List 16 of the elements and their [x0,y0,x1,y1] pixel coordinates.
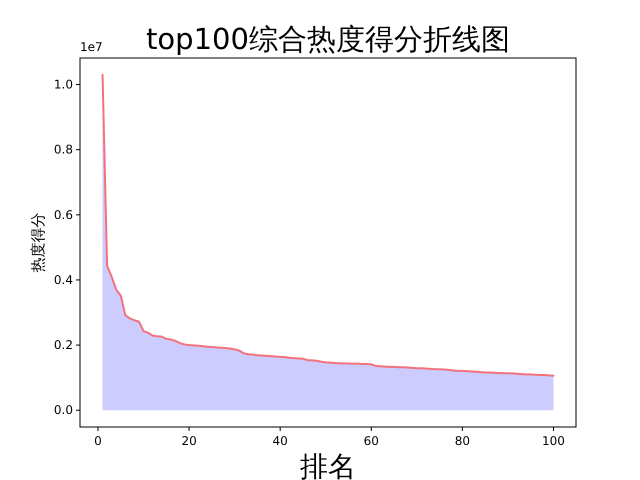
y-tick-label: 0.6 [54,208,73,222]
y-tick-label: 1.0 [54,78,73,92]
x-tick-label: 20 [181,434,197,448]
x-tick-label: 0 [94,434,102,448]
y-tick-label: 0.8 [54,142,73,157]
x-axis-title: 排名 [300,450,356,480]
y-tick-label: 0.0 [54,403,73,418]
x-tick-label: 80 [454,434,470,448]
x-tick-label: 40 [272,434,288,448]
y-axis-title: 热度得分 [29,212,47,272]
y-tick-label: 0.4 [54,272,73,287]
chart-title: top100综合热度得分折线图 [146,22,510,56]
x-tick-label: 100 [542,434,565,448]
x-tick-label: 60 [364,434,379,448]
text: 1e7 [80,40,103,54]
y-tick-label: 0.2 [54,338,73,352]
